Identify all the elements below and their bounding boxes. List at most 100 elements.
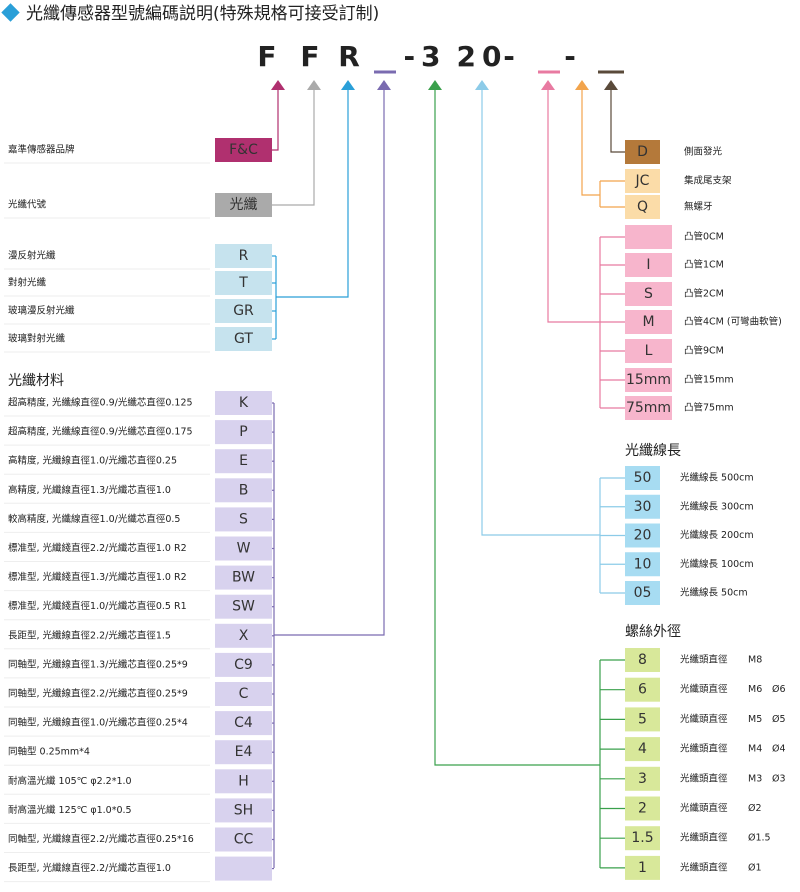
row-label: 凸管4CM (可彎曲軟管) (684, 316, 782, 328)
row-label: 較高精度, 光纖線直徑1.0/光纖芯直徑0.5 (8, 513, 180, 525)
code-label: BW (232, 570, 255, 586)
row-value: M8 (748, 655, 762, 666)
code-box (215, 327, 272, 351)
row-label: 同軸型, 光纖線直徑1.3/光纖芯直徑0.25*9 (8, 658, 188, 670)
connector (434, 90, 600, 766)
code-box (625, 310, 672, 334)
row-label: 凸管1CM (684, 259, 724, 271)
row-label: 對射光纖 (8, 277, 47, 289)
row-label: 光纖頭直徑 (680, 802, 728, 814)
code-label: 光纖 (230, 197, 258, 213)
row-value: Ø2 (748, 803, 762, 814)
code-box (215, 507, 272, 532)
row-label: 光纖頭直徑 (680, 832, 728, 844)
code-box (625, 826, 660, 851)
connector (610, 90, 625, 153)
row-label: 光纖線長 500cm (680, 472, 754, 484)
row-label: 凸管75mm (684, 402, 734, 414)
code-box (625, 523, 660, 548)
row-label: 光纖代號 (8, 199, 47, 211)
code-label: Q (637, 199, 648, 215)
arrow-head (541, 80, 555, 90)
row-label: 光纖頭直徑 (680, 713, 728, 725)
code-box (625, 253, 672, 277)
code-box (215, 449, 272, 474)
row-label: 光纖線長 100cm (680, 558, 754, 570)
code-box (215, 711, 272, 736)
code-box (625, 737, 660, 762)
code-label: K (239, 395, 249, 411)
code-box (215, 827, 272, 852)
code-label: JC (635, 173, 650, 189)
row-value: Ø4 (772, 744, 786, 755)
row-label: 凸管9CM (684, 345, 724, 357)
code-label: 8 (638, 652, 647, 668)
code-box (215, 623, 272, 648)
row-label: 光纖線長 50cm (680, 587, 748, 599)
row-label: 超高精度, 光纖線直徑0.9/光纖芯直徑0.125 (8, 397, 193, 409)
code-label: S (644, 286, 653, 302)
row-label: 玻璃對射光纖 (8, 333, 66, 345)
code-box (625, 707, 660, 732)
code-box (215, 594, 272, 619)
code-box (215, 682, 272, 706)
code-box (625, 796, 660, 821)
row-value: Ø3 (772, 773, 786, 784)
code-label: H (238, 773, 249, 789)
row-label: 無螺牙 (684, 201, 713, 213)
code-box (625, 766, 660, 791)
row-label: 凸管2CM (684, 288, 724, 300)
code-box (215, 138, 272, 162)
code-box (625, 581, 660, 605)
row-label: 超高精度, 光纖線直徑0.9/光纖芯直徑0.175 (8, 426, 193, 438)
code-label: 3 (638, 771, 647, 787)
code-segment: -3 (403, 40, 446, 73)
arrow-head (604, 80, 618, 90)
code-segment: F (257, 40, 282, 73)
code-box (215, 652, 272, 677)
code-label: 2 (638, 801, 647, 817)
code-label: P (239, 424, 247, 440)
row-value: M5 (748, 714, 762, 725)
code-label: 10 (634, 556, 652, 572)
code-label: S (239, 511, 248, 527)
code-label: 1 (638, 860, 647, 876)
code-box (625, 169, 660, 193)
arrow-head (428, 80, 442, 90)
code-box (215, 478, 272, 503)
code-label: B (239, 482, 249, 498)
code-segment: - (564, 40, 582, 73)
code-label: 1.5 (631, 830, 653, 846)
row-value: Ø5 (772, 714, 786, 725)
code-label: SH (234, 802, 253, 818)
code-label: W (237, 541, 251, 557)
arrow-head (377, 80, 391, 90)
connector (276, 90, 349, 298)
code-label: C4 (234, 715, 253, 731)
code-label: 05 (634, 585, 652, 601)
code-label: E4 (235, 744, 253, 760)
code-box (625, 677, 660, 702)
code-box (215, 244, 272, 268)
arrow-head (475, 80, 489, 90)
code-label: GT (234, 331, 253, 347)
row-label: 同軸型 0.25mm*4 (8, 746, 90, 758)
code-segment: R (338, 40, 366, 73)
code-box (215, 856, 272, 881)
code-label: 30 (634, 499, 652, 515)
code-box (625, 552, 660, 577)
code-box (625, 368, 672, 392)
code-label: E (239, 453, 248, 469)
code-label: I (646, 257, 650, 273)
row-label: 標准型, 光纖綫直徑1.3/光纖芯直徑1.0 R2 (8, 571, 187, 583)
code-label: C (239, 686, 249, 702)
code-box (215, 769, 272, 794)
code-label: L (645, 343, 653, 359)
row-label: 耐高溫光纖 125℃ φ1.0*0.5 (8, 804, 132, 816)
title-icon (1, 3, 20, 22)
code-box (215, 740, 272, 765)
code-box (625, 339, 672, 363)
section-heading: 螺絲外徑 (625, 624, 681, 640)
row-label: 光纖頭直徑 (680, 683, 728, 695)
code-label: 15mm (626, 372, 671, 388)
